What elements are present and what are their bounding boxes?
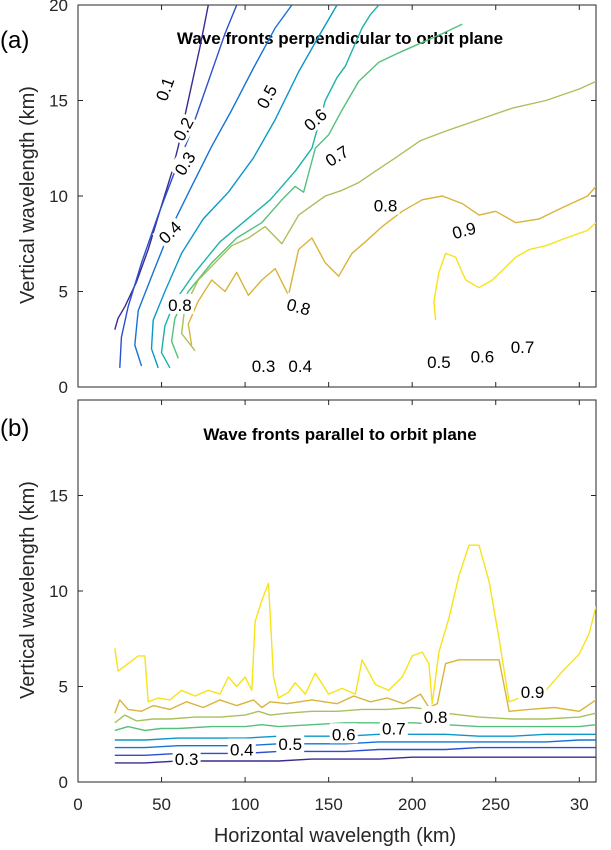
panel-a-label: (a) xyxy=(0,27,29,54)
panel-a-contour-label: 0.8 xyxy=(168,296,192,315)
panel-a-ytick-label: 0 xyxy=(59,378,68,397)
panel-b-xtick-label: 200 xyxy=(398,795,426,814)
panel-b-xtick-label: 150 xyxy=(314,795,342,814)
panel-b-xtick-label: 100 xyxy=(231,795,259,814)
panel-b-contour-line-0.9 xyxy=(114,544,596,705)
panel-b-xtick-label: 30 xyxy=(570,795,589,814)
panel-a-contour-label: 0.6 xyxy=(300,105,330,135)
panel-b-xtick-label: 50 xyxy=(152,795,171,814)
panel-b-contour-line-0.5 xyxy=(114,722,596,732)
panel-a-contour-label: 0.8 xyxy=(374,197,398,216)
panel-a-contour-line-0.3 xyxy=(134,5,293,367)
panel-a-contour-label: 0.4 xyxy=(155,218,185,248)
panel-a-ytick-label: 10 xyxy=(49,187,68,206)
panel-a-contour-line-0.8 xyxy=(187,185,596,346)
panel-a-contour-line-0.4 xyxy=(150,5,338,369)
panel-b-xtick-label: 0 xyxy=(73,795,82,814)
panel-a-contour-line-0.9 xyxy=(433,222,596,321)
panel-b-contour-label: 0.8 xyxy=(424,708,448,727)
panel-a-ytick-label: 5 xyxy=(59,283,68,302)
panel-a: (a) Wave fronts perpendicular to orbit p… xyxy=(0,0,597,397)
panel-b-contour-label: 0.3 xyxy=(175,750,199,769)
panel-b: (b) Wave fronts parallel to orbit plane … xyxy=(0,399,597,847)
panel-a-contour-line-0.1 xyxy=(114,5,209,330)
panel-a-contour-label: 0.7 xyxy=(511,338,535,357)
panel-a-ylabel: Vertical wavelength (km) xyxy=(17,86,39,304)
panel-a-contour-line-0.5 xyxy=(160,5,380,369)
panel-a-ytick-label: 15 xyxy=(49,92,68,111)
panel-b-ylabel: Vertical wavelength (km) xyxy=(17,481,39,699)
panel-a-contour-label: 0.3 xyxy=(171,149,200,179)
panel-b-contour-label: 0.7 xyxy=(382,720,406,739)
panel-a-contour-label: 0.5 xyxy=(427,353,451,372)
panel-a-axes-box xyxy=(77,4,597,388)
panel-a-contour-line-0.6 xyxy=(170,23,463,359)
panel-b-ytick-label: 10 xyxy=(49,582,68,601)
panel-b-contour-label: 0.5 xyxy=(278,735,302,754)
panel-a-contour-label: 0.4 xyxy=(288,357,312,376)
panel-a-contour-label: 0.7 xyxy=(322,142,352,171)
panel-b-ytick-label: 0 xyxy=(59,773,68,792)
panel-b-xtick-label: 250 xyxy=(482,795,510,814)
panel-b-contour-line-0.4 xyxy=(114,733,596,741)
panel-b-contour-line-0.3 xyxy=(114,739,596,749)
panel-b-contour-label: 0.9 xyxy=(521,683,545,702)
panel-b-ytick-label: 15 xyxy=(49,487,68,506)
panel-b-contour-line-0.6 xyxy=(114,706,596,724)
panel-a-contour-label: 0.6 xyxy=(471,347,495,366)
panel-b-ytick-label: 5 xyxy=(59,678,68,697)
panel-b-contour-line-0.7 xyxy=(114,659,596,714)
panel-b-label: (b) xyxy=(0,415,29,442)
panel-a-contour-line-0.7 xyxy=(180,80,596,352)
panel-b-title: Wave fronts parallel to orbit plane xyxy=(203,425,476,444)
panel-b-contour-label: 0.4 xyxy=(230,741,254,760)
panel-a-ytick-label: 20 xyxy=(49,0,68,15)
panel-b-contour-label: 0.6 xyxy=(332,725,356,744)
panel-b-xlabel: Horizontal wavelength (km) xyxy=(214,825,456,847)
panel-a-contour-label: 0.3 xyxy=(252,357,276,376)
